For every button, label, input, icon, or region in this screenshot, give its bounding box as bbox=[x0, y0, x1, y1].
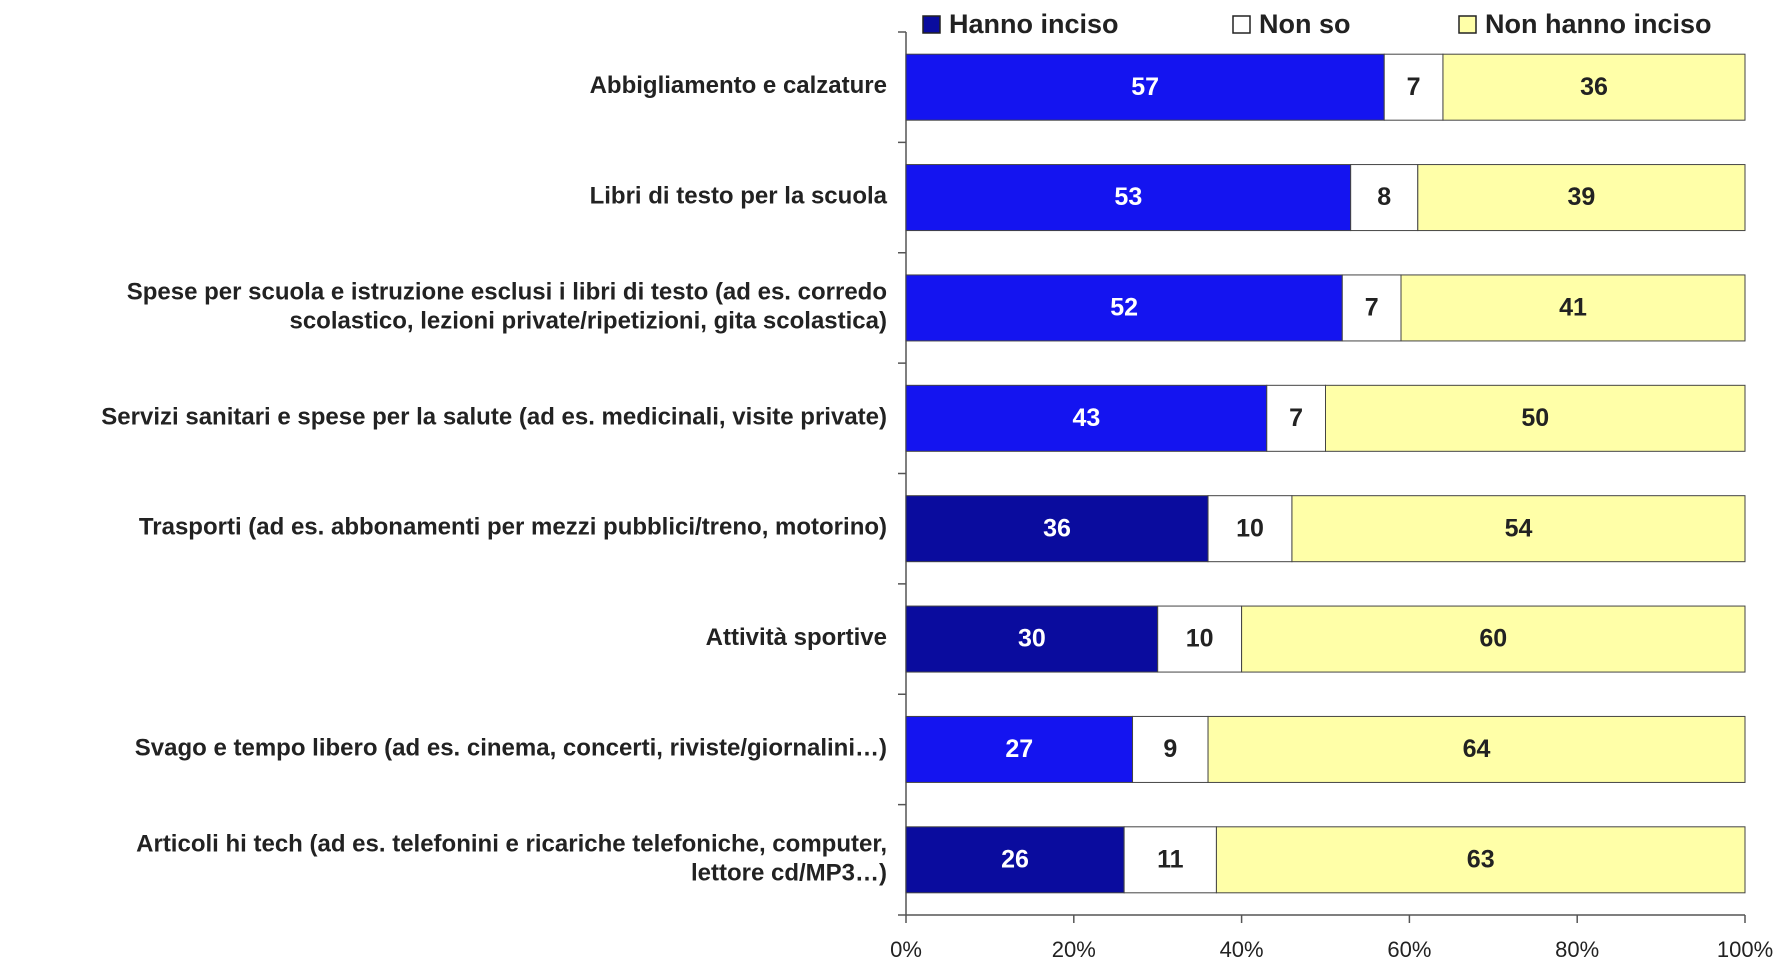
bar-segment bbox=[905, 53, 1385, 121]
legend-label: Hanno inciso bbox=[949, 9, 1119, 39]
legend-swatch bbox=[922, 15, 941, 34]
category-label: Libri di testo per la scuola bbox=[590, 183, 888, 210]
legend-swatch bbox=[1458, 15, 1477, 34]
bar-segment bbox=[905, 274, 1343, 342]
data-label: 7 bbox=[1365, 294, 1379, 322]
legend-swatch bbox=[1232, 15, 1251, 34]
data-label: 43 bbox=[1072, 404, 1100, 432]
bar-segment bbox=[1400, 274, 1746, 342]
data-label: 60 bbox=[1479, 625, 1507, 653]
bar-segment bbox=[1417, 164, 1746, 232]
bar-segment bbox=[1266, 384, 1327, 452]
category-label: Servizi sanitari e spese per la salute (… bbox=[101, 404, 887, 431]
x-tick-label: 40% bbox=[1220, 937, 1264, 962]
x-tick-label: 20% bbox=[1052, 937, 1096, 962]
bar-segment bbox=[1325, 384, 1746, 452]
data-label: 10 bbox=[1236, 514, 1264, 542]
data-label: 39 bbox=[1567, 183, 1595, 211]
data-label: 30 bbox=[1018, 625, 1046, 653]
x-tick-label: 100% bbox=[1717, 937, 1773, 962]
data-label: 57 bbox=[1131, 73, 1159, 101]
data-label: 63 bbox=[1467, 845, 1495, 873]
category-label: Svago e tempo libero (ad es. cinema, con… bbox=[135, 735, 887, 762]
bar-segment bbox=[1442, 53, 1746, 121]
data-label: 9 bbox=[1163, 735, 1177, 763]
bar-segment bbox=[1207, 715, 1746, 783]
category-label: Articoli hi tech (ad es. telefonini e ri… bbox=[136, 831, 887, 887]
category-label: Attività sportive bbox=[706, 624, 887, 651]
data-label: 10 bbox=[1186, 625, 1214, 653]
x-tick-label: 80% bbox=[1555, 937, 1599, 962]
data-label: 50 bbox=[1521, 404, 1549, 432]
data-label: 11 bbox=[1157, 845, 1184, 873]
data-label: 27 bbox=[1005, 735, 1033, 763]
bar-segment bbox=[905, 495, 1209, 563]
data-label: 53 bbox=[1114, 183, 1142, 211]
data-label: 7 bbox=[1289, 404, 1303, 432]
data-label: 36 bbox=[1043, 514, 1071, 542]
category-label: Spese per scuola e istruzione esclusi i … bbox=[127, 279, 887, 335]
data-label: 41 bbox=[1559, 294, 1587, 322]
bar-segment bbox=[1157, 605, 1243, 673]
bar-segment bbox=[905, 826, 1125, 894]
category-label: Abbigliamento e calzature bbox=[590, 73, 887, 100]
bar-segment bbox=[1123, 826, 1217, 894]
bar-segment bbox=[905, 715, 1134, 783]
category-label: Trasporti (ad es. abbonamenti per mezzi … bbox=[139, 514, 887, 541]
bar-segment bbox=[1291, 495, 1746, 563]
bar-segment bbox=[1341, 274, 1402, 342]
data-label: 36 bbox=[1580, 73, 1608, 101]
data-label: 54 bbox=[1505, 514, 1533, 542]
bar-segment bbox=[905, 384, 1268, 452]
data-label: 26 bbox=[1001, 845, 1029, 873]
bar-segment bbox=[905, 164, 1352, 232]
bar-segment bbox=[905, 605, 1159, 673]
legend-label: Non hanno inciso bbox=[1485, 9, 1712, 39]
x-tick-label: 0% bbox=[890, 937, 922, 962]
data-label: 52 bbox=[1110, 294, 1138, 322]
data-label: 8 bbox=[1377, 183, 1391, 211]
bar-segment bbox=[1215, 826, 1746, 894]
bar-segment bbox=[1383, 53, 1444, 121]
bar-segment bbox=[1241, 605, 1746, 673]
data-label: 7 bbox=[1407, 73, 1421, 101]
legend-label: Non so bbox=[1259, 9, 1351, 39]
x-tick-label: 60% bbox=[1387, 937, 1431, 962]
data-label: 64 bbox=[1463, 735, 1491, 763]
